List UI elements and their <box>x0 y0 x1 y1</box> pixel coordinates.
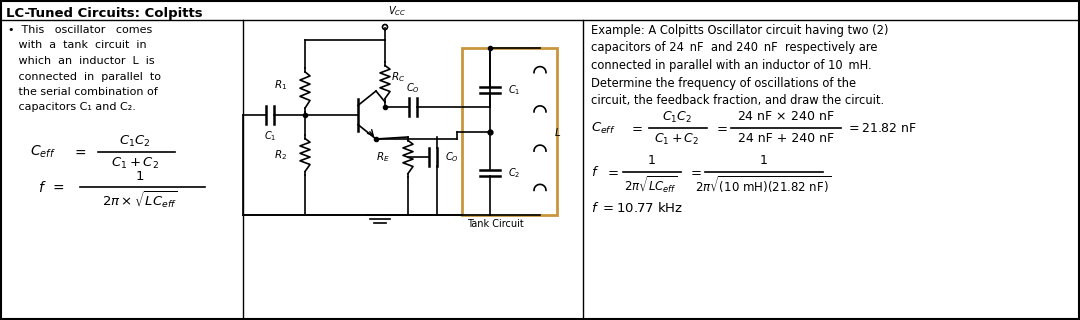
Text: $\mathit{C_2}$: $\mathit{C_2}$ <box>508 166 521 180</box>
Text: Example: A Colpitts Oscillator circuit having two (2): Example: A Colpitts Oscillator circuit h… <box>591 24 889 37</box>
Text: $\mathit{2\pi \times \sqrt{LC_{eff}}}$: $\mathit{2\pi \times \sqrt{LC_{eff}}}$ <box>103 189 178 211</box>
Text: $\mathit{R_1}$: $\mathit{R_1}$ <box>274 78 287 92</box>
Text: $\mathit{C_1C_2}$: $\mathit{C_1C_2}$ <box>662 109 692 124</box>
Text: $\mathit{f}$: $\mathit{f}$ <box>38 180 46 195</box>
Text: $\mathit{R_2}$: $\mathit{R_2}$ <box>274 148 287 162</box>
Text: $\mathit{R_C}$: $\mathit{R_C}$ <box>391 70 405 84</box>
Text: $1$: $1$ <box>647 155 656 167</box>
Text: $\mathit{V_{CC}}$: $\mathit{V_{CC}}$ <box>388 4 406 18</box>
Text: $\mathit{C_1}$: $\mathit{C_1}$ <box>508 83 521 97</box>
Text: LC-Tuned Circuits: Colpitts: LC-Tuned Circuits: Colpitts <box>6 7 203 20</box>
Text: $=$: $=$ <box>72 145 86 159</box>
Text: $\mathit{C_{eff}}$: $\mathit{C_{eff}}$ <box>30 144 56 160</box>
Text: $\mathit{R_E}$: $\mathit{R_E}$ <box>376 150 390 164</box>
Text: $\mathit{C_O}$: $\mathit{C_O}$ <box>445 150 459 164</box>
Text: $\mathit{C_O}$: $\mathit{C_O}$ <box>406 81 420 95</box>
Text: $= 21.82\ \mathrm{nF}$: $= 21.82\ \mathrm{nF}$ <box>846 122 917 134</box>
Text: $\mathit{f}$: $\mathit{f}$ <box>591 165 599 179</box>
Text: $1$: $1$ <box>135 170 145 182</box>
Text: with  a  tank  circuit  in: with a tank circuit in <box>8 41 147 51</box>
Text: $\mathit{C_1 + C_2}$: $\mathit{C_1 + C_2}$ <box>654 132 700 147</box>
Text: Determine the frequency of oscillations of the: Determine the frequency of oscillations … <box>591 76 856 90</box>
Text: $\mathit{L}$: $\mathit{L}$ <box>554 125 562 138</box>
Text: 24 nF $\times$ 240 nF: 24 nF $\times$ 240 nF <box>738 110 835 124</box>
Text: $=$: $=$ <box>688 165 702 179</box>
Text: $\mathit{C_1C_2}$: $\mathit{C_1C_2}$ <box>119 133 151 148</box>
Text: connected  in  parallel  to: connected in parallel to <box>8 71 161 82</box>
Text: $\mathit{2\pi\sqrt{LC_{eff}}}$: $\mathit{2\pi\sqrt{LC_{eff}}}$ <box>624 174 678 196</box>
Text: •  This   oscillator   comes: • This oscillator comes <box>8 25 152 35</box>
Text: $=$: $=$ <box>50 180 65 194</box>
Bar <box>462 48 557 215</box>
Text: $\mathit{C_1}$: $\mathit{C_1}$ <box>264 129 276 143</box>
Text: capacitors of 24  nF  and 240  nF  respectively are: capacitors of 24 nF and 240 nF respectiv… <box>591 42 877 54</box>
Text: the serial combination of: the serial combination of <box>8 87 158 97</box>
Text: $\mathit{C_1 + C_2}$: $\mathit{C_1 + C_2}$ <box>111 156 159 171</box>
Text: connected in parallel with an inductor of 10  mH.: connected in parallel with an inductor o… <box>591 59 872 72</box>
Text: circuit, the feedback fraction, and draw the circuit.: circuit, the feedback fraction, and draw… <box>591 94 885 107</box>
Text: $=$: $=$ <box>629 122 644 134</box>
Text: $=$: $=$ <box>714 122 728 134</box>
Text: Tank Circuit: Tank Circuit <box>467 219 524 229</box>
Text: $\mathit{f}\ = 10.77\ \mathrm{kHz}$: $\mathit{f}\ = 10.77\ \mathrm{kHz}$ <box>591 201 684 215</box>
Text: 24 nF + 240 nF: 24 nF + 240 nF <box>738 132 834 146</box>
Text: $\mathit{2\pi\sqrt{(10\ \mathrm{mH})(21.82\ \mathrm{nF})}}$: $\mathit{2\pi\sqrt{(10\ \mathrm{mH})(21.… <box>694 175 831 196</box>
Text: $1$: $1$ <box>758 155 768 167</box>
Text: capacitors C₁ and C₂.: capacitors C₁ and C₂. <box>8 102 136 113</box>
Text: $=$: $=$ <box>605 165 619 179</box>
Text: which  an  inductor  L  is: which an inductor L is <box>8 56 154 66</box>
Text: $\mathit{C_{eff}}$: $\mathit{C_{eff}}$ <box>591 120 616 136</box>
